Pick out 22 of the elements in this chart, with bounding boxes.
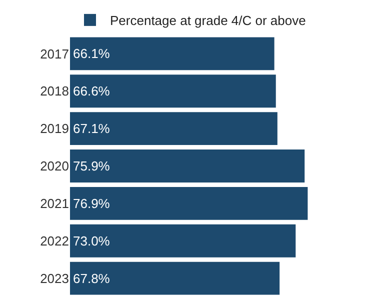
bar: [70, 150, 305, 182]
bar: [70, 262, 280, 295]
legend-label: Percentage at grade 4/C or above: [110, 13, 306, 28]
data-label: 66.6%: [73, 84, 110, 99]
y-tick-label: 2018: [40, 84, 69, 99]
bar: [70, 74, 276, 108]
bar: [70, 224, 296, 258]
data-label: 73.0%: [73, 233, 110, 248]
data-label: 66.1%: [73, 46, 110, 62]
y-tick-label: 2022: [40, 233, 69, 248]
y-tick-label: 2020: [40, 158, 69, 174]
bar: [70, 186, 308, 220]
data-label: 67.8%: [73, 270, 110, 286]
data-label: 76.9%: [73, 196, 110, 211]
y-tick-label: 2019: [40, 121, 69, 136]
data-label: 67.1%: [73, 121, 110, 136]
y-tick-label: 2023: [40, 270, 69, 286]
data-label: 75.9%: [73, 158, 110, 174]
bar: [70, 37, 274, 70]
y-tick-label: 2021: [40, 196, 69, 211]
y-tick-label: 2017: [40, 46, 69, 62]
bar: [70, 112, 278, 146]
